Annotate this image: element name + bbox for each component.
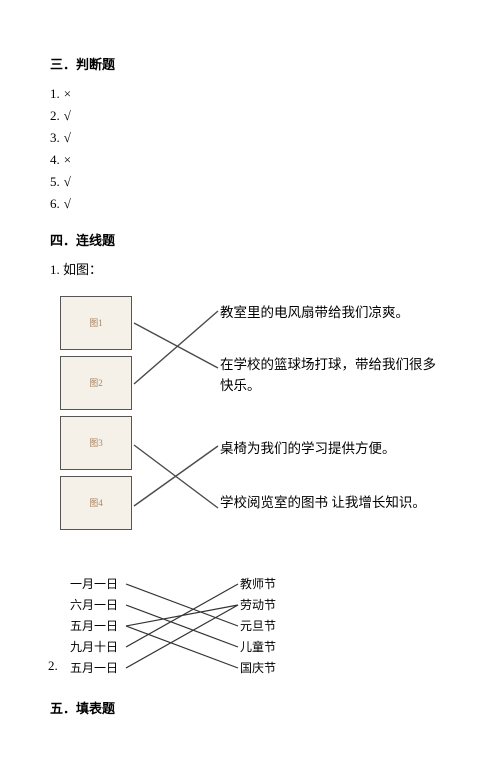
q2-label: 2. xyxy=(48,658,58,674)
festival-item: 元旦节 xyxy=(240,616,276,637)
festival-item: 教师节 xyxy=(240,574,276,595)
answer-row: 6.√ xyxy=(50,193,450,215)
date-right-column: 教师节 劳动节 元旦节 儿童节 国庆节 xyxy=(240,574,276,679)
judgment-answers: 1.× 2.√ 3.√ 4.× 5.√ 6.√ xyxy=(50,83,450,216)
answer-row: 4.× xyxy=(50,149,450,171)
matching-diagram-2: 2. 一月一日 六月一日 五月一日 九月十日 五月一日 教师节 劳动节 元旦节 … xyxy=(70,574,370,684)
section-3-title: 三．判断题 xyxy=(50,54,450,73)
matching-diagram-1: 图1 图2 图3 图4 教室里的电风扇带给我们凉爽。 在学校的篮球场打球，带给我… xyxy=(50,296,440,556)
answer-row: 1.× xyxy=(50,83,450,105)
match-text: 学校阅览室的图书 让我增长知识。 xyxy=(220,492,426,514)
festival-item: 劳动节 xyxy=(240,595,276,616)
ans-num: 5. xyxy=(50,171,60,193)
date-lines-svg xyxy=(70,574,370,684)
match-lines-svg xyxy=(50,296,440,556)
match-text: 桌椅为我们的学习提供方便。 xyxy=(220,438,396,460)
festival-item: 儿童节 xyxy=(240,637,276,658)
answer-row: 2.√ xyxy=(50,105,450,127)
answer-row: 3.√ xyxy=(50,127,450,149)
ans-num: 3. xyxy=(50,127,60,149)
ans-num: 4. xyxy=(50,149,60,171)
ans-num: 6. xyxy=(50,193,60,215)
section-4-title: 四．连线题 xyxy=(50,230,450,249)
ans-mark: √ xyxy=(64,171,71,193)
match-text: 在学校的篮球场打球，带给我们很多快乐。 xyxy=(220,354,440,397)
festival-item: 国庆节 xyxy=(240,658,276,679)
ans-num: 1. xyxy=(50,83,60,105)
ans-mark: √ xyxy=(64,127,71,149)
ans-mark: √ xyxy=(64,193,71,215)
ans-mark: √ xyxy=(64,105,71,127)
match-text: 教室里的电风扇带给我们凉爽。 xyxy=(220,302,409,324)
ans-num: 2. xyxy=(50,105,60,127)
answer-row: 5.√ xyxy=(50,171,450,193)
section-5-title: 五．填表题 xyxy=(50,698,450,717)
ans-mark: × xyxy=(64,83,71,105)
q1-label: 1. 如图： xyxy=(50,259,450,278)
ans-mark: × xyxy=(64,149,71,171)
